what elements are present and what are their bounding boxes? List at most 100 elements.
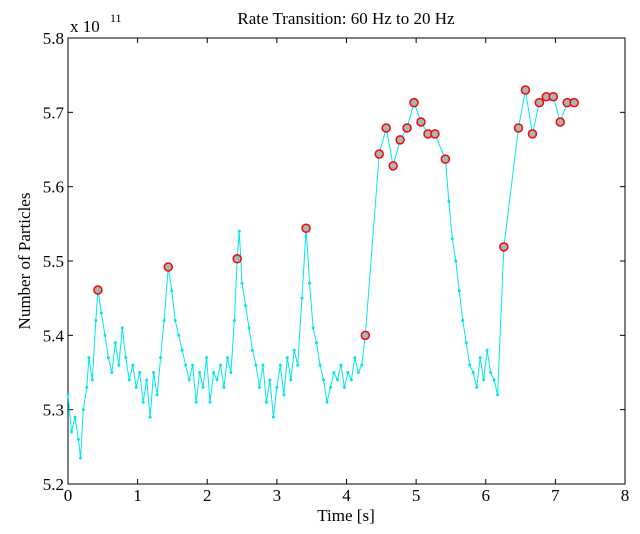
data-point [349, 378, 353, 382]
data-point [191, 363, 195, 367]
data-point [278, 363, 282, 367]
data-point [450, 237, 454, 241]
data-point [322, 378, 326, 382]
data-point [94, 318, 98, 322]
data-point [148, 415, 152, 419]
data-point [296, 363, 300, 367]
marker [402, 123, 412, 133]
data-point [254, 363, 258, 367]
data-point [325, 400, 329, 404]
data-point [187, 378, 191, 382]
data-point [90, 378, 94, 382]
data-point [285, 356, 289, 360]
data-point [257, 385, 261, 389]
data-point [73, 415, 77, 419]
x-axis-label: Time [s] [317, 506, 374, 525]
data-point [482, 378, 486, 382]
data-point [454, 259, 458, 263]
marker [440, 154, 451, 164]
data-point [99, 311, 103, 315]
data-point [134, 385, 138, 389]
marker [395, 135, 405, 145]
data-point [468, 363, 472, 367]
x-tick-label: 3 [273, 486, 282, 505]
x-tick-label: 8 [621, 486, 630, 505]
y-tick-label: 5.4 [43, 326, 65, 345]
data-point [489, 371, 493, 374]
data-point [117, 363, 121, 367]
marker [93, 285, 103, 295]
data-point [264, 400, 268, 404]
data-point [145, 378, 149, 382]
y-tick-label: 5.5 [43, 252, 64, 271]
data-point [141, 400, 145, 404]
data-point [311, 326, 315, 330]
data-point [261, 363, 265, 367]
data-point [292, 348, 296, 352]
data-point [342, 385, 346, 389]
data-point [103, 333, 107, 337]
x-tick-label: 0 [64, 486, 73, 505]
data-point [85, 385, 89, 389]
data-point [76, 437, 80, 441]
data-point [194, 400, 198, 404]
data-point [353, 356, 357, 360]
data-point [229, 371, 233, 374]
data-point [222, 385, 226, 389]
marker [232, 254, 242, 264]
data-point [152, 371, 156, 374]
x-tick-label: 5 [412, 486, 421, 505]
data-point [289, 378, 293, 382]
y-tick-label: 5.8 [43, 29, 64, 48]
marker [388, 161, 398, 171]
data-point [478, 356, 482, 360]
data-point [485, 348, 489, 352]
data-point [218, 363, 222, 367]
data-point [346, 371, 350, 374]
data-point [461, 318, 465, 322]
data-point [268, 378, 272, 382]
marker [416, 117, 426, 127]
data-point [464, 341, 468, 345]
data-point [110, 371, 114, 374]
data-point [447, 200, 451, 204]
data-point [275, 385, 279, 389]
data-point [335, 378, 339, 382]
data-point [162, 318, 166, 322]
data-point [66, 393, 70, 397]
data-point [247, 326, 251, 330]
x-tick-label: 2 [203, 486, 212, 505]
marker [163, 262, 174, 272]
data-point [155, 393, 159, 397]
data-point [332, 371, 336, 374]
marker [555, 117, 565, 127]
data-point [240, 281, 244, 285]
data-point [184, 363, 188, 367]
chart-title: Rate Transition: 60 Hz to 20 Hz [237, 9, 455, 28]
marker [360, 330, 371, 341]
marker [520, 85, 531, 95]
data-point [251, 348, 255, 352]
data-point [120, 326, 124, 330]
marker [381, 123, 391, 133]
y-tick-label: 5.7 [43, 103, 65, 122]
data-point [198, 371, 202, 374]
data-point [315, 341, 319, 345]
data-point [177, 333, 181, 337]
data-point [138, 371, 142, 374]
marker [569, 97, 579, 108]
marker [499, 242, 509, 252]
data-point [225, 356, 229, 360]
x-tick-label: 6 [482, 486, 491, 505]
marker [527, 129, 538, 139]
marker [409, 97, 419, 108]
data-point [180, 348, 184, 352]
data-point [131, 363, 135, 367]
marker [534, 97, 545, 108]
data-point [124, 356, 128, 360]
plot-area [67, 37, 626, 485]
data-point [173, 318, 177, 322]
data-point [356, 371, 360, 374]
data-point [69, 430, 73, 434]
